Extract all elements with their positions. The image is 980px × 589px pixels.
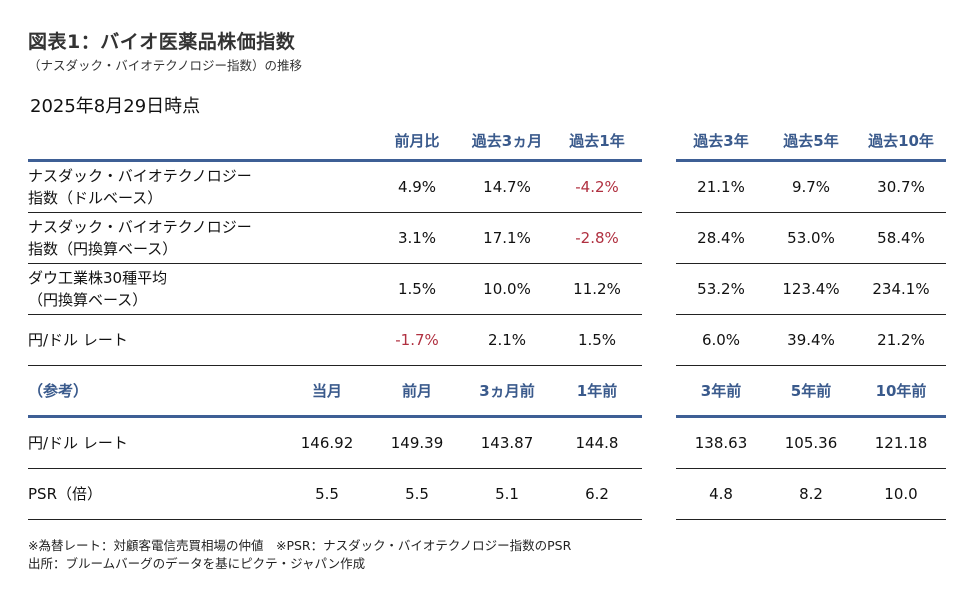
row-label-line: PSR（倍） — [28, 485, 102, 503]
column-header: 過去3ヵ月 — [462, 122, 552, 162]
header-blank — [28, 122, 282, 162]
value-cell: 105.36 — [766, 418, 856, 469]
column-gap — [642, 162, 676, 213]
figure-subtitle: （ナスダック・バイオテクノロジー指数）の推移 — [28, 58, 303, 73]
value-cell: 146.92 — [282, 418, 372, 469]
value-cell: 144.8 — [552, 418, 642, 469]
value-cell: 4.8 — [676, 469, 766, 520]
value-cell: 21.2% — [856, 315, 946, 366]
value-cell: 11.2% — [552, 264, 642, 315]
table-row: 円/ドル レート -1.7% 2.1% 1.5% 6.0% 39.4% 21.2% — [28, 315, 946, 366]
value-cell — [282, 213, 372, 264]
row-label: ナスダック・バイオテクノロジー 指数（円換算ベース） — [28, 213, 282, 264]
row-label: PSR（倍） — [28, 469, 282, 520]
table-row: 円/ドル レート 146.92 149.39 143.87 144.8 138.63 105… — [28, 418, 946, 469]
value-cell: -4.2% — [552, 162, 642, 213]
performance-header-row: 前月比 過去3ヵ月 過去1年 過去3年 過去5年 過去10年 — [28, 122, 946, 162]
row-label: ダウ工業株30種平均 （円換算ベース） — [28, 264, 282, 315]
value-cell — [282, 162, 372, 213]
column-header: 5年前 — [766, 366, 856, 418]
column-header: 3ヵ月前 — [462, 366, 552, 418]
column-gap — [642, 366, 676, 418]
value-cell: 143.87 — [462, 418, 552, 469]
column-header: 10年前 — [856, 366, 946, 418]
column-gap — [642, 122, 676, 162]
value-cell — [282, 264, 372, 315]
row-label-line: ダウ工業株30種平均 — [28, 269, 168, 287]
row-label-line: ナスダック・バイオテクノロジー — [28, 218, 252, 236]
figure-title: 図表1：バイオ医薬品株価指数 — [28, 31, 296, 53]
value-cell: 9.7% — [766, 162, 856, 213]
value-cell: 30.7% — [856, 162, 946, 213]
row-label-line: 指数（ドルベース） — [28, 189, 163, 207]
value-cell: 39.4% — [766, 315, 856, 366]
as-of-date: 2025年8月29日時点 — [30, 96, 201, 117]
value-cell: 21.1% — [676, 162, 766, 213]
row-label: 円/ドル レート — [28, 315, 282, 366]
footnote-exchange-psr: ※為替レート：対顧客電信売買相場の仲値 ※PSR：ナスダック・バイオテクノロジー… — [28, 538, 572, 553]
value-cell: 5.1 — [462, 469, 552, 520]
value-cell: 234.1% — [856, 264, 946, 315]
value-cell: 4.9% — [372, 162, 462, 213]
value-cell: 149.39 — [372, 418, 462, 469]
row-label-line: （円換算ベース） — [28, 291, 148, 309]
value-cell: 5.5 — [372, 469, 462, 520]
footnote-source: 出所：ブルームバーグのデータを基にピクテ・ジャパン作成 — [28, 556, 366, 571]
value-cell: -2.8% — [552, 213, 642, 264]
reference-heading: （参考） — [28, 366, 282, 418]
value-cell: 53.2% — [676, 264, 766, 315]
value-cell: 8.2 — [766, 469, 856, 520]
row-label-line: 円/ドル レート — [28, 331, 128, 349]
value-cell: 17.1% — [462, 213, 552, 264]
value-cell: 123.4% — [766, 264, 856, 315]
value-cell: 121.18 — [856, 418, 946, 469]
value-cell: 14.7% — [462, 162, 552, 213]
value-cell — [282, 315, 372, 366]
value-cell: 2.1% — [462, 315, 552, 366]
performance-table: 前月比 過去3ヵ月 過去1年 過去3年 過去5年 過去10年 ナスダック・バイオテクノロジー… — [28, 122, 946, 520]
value-cell: 10.0% — [462, 264, 552, 315]
value-cell: 10.0 — [856, 469, 946, 520]
table-row: ナスダック・バイオテクノロジー 指数（ドルベース） 4.9% 14.7% -4.2% 21… — [28, 162, 946, 213]
row-label: 円/ドル レート — [28, 418, 282, 469]
value-cell: 3.1% — [372, 213, 462, 264]
table-row: PSR（倍） 5.5 5.5 5.1 6.2 4.8 8.2 10.0 — [28, 469, 946, 520]
column-header: 前月比 — [372, 122, 462, 162]
column-gap — [642, 213, 676, 264]
row-label-line: 指数（円換算ベース） — [28, 240, 178, 258]
footnotes: ※為替レート：対顧客電信売買相場の仲値 ※PSR：ナスダック・バイオテクノロジー… — [28, 537, 571, 573]
value-cell: 53.0% — [766, 213, 856, 264]
value-cell: 28.4% — [676, 213, 766, 264]
column-gap — [642, 315, 676, 366]
table-row: ダウ工業株30種平均 （円換算ベース） 1.5% 10.0% 11.2% 53.2% 123… — [28, 264, 946, 315]
column-header: 過去1年 — [552, 122, 642, 162]
value-cell: 6.0% — [676, 315, 766, 366]
row-label: ナスダック・バイオテクノロジー 指数（ドルベース） — [28, 162, 282, 213]
value-cell: 6.2 — [552, 469, 642, 520]
table-row: ナスダック・バイオテクノロジー 指数（円換算ベース） 3.1% 17.1% -2.8% 2… — [28, 213, 946, 264]
reference-header-row: （参考） 当月 前月 3ヵ月前 1年前 3年前 5年前 10年前 — [28, 366, 946, 418]
column-header: 過去10年 — [856, 122, 946, 162]
column-header: 1年前 — [552, 366, 642, 418]
value-cell: 58.4% — [856, 213, 946, 264]
row-label-line: ナスダック・バイオテクノロジー — [28, 167, 252, 185]
column-header: 当月 — [282, 366, 372, 418]
value-cell: 1.5% — [372, 264, 462, 315]
column-gap — [642, 469, 676, 520]
column-header: 3年前 — [676, 366, 766, 418]
column-header: 過去5年 — [766, 122, 856, 162]
column-gap — [642, 264, 676, 315]
header-blank — [282, 122, 372, 162]
value-cell: 5.5 — [282, 469, 372, 520]
column-gap — [642, 418, 676, 469]
row-label-line: 円/ドル レート — [28, 434, 128, 452]
value-cell: -1.7% — [372, 315, 462, 366]
value-cell: 1.5% — [552, 315, 642, 366]
column-header: 過去3年 — [676, 122, 766, 162]
value-cell: 138.63 — [676, 418, 766, 469]
column-header: 前月 — [372, 366, 462, 418]
